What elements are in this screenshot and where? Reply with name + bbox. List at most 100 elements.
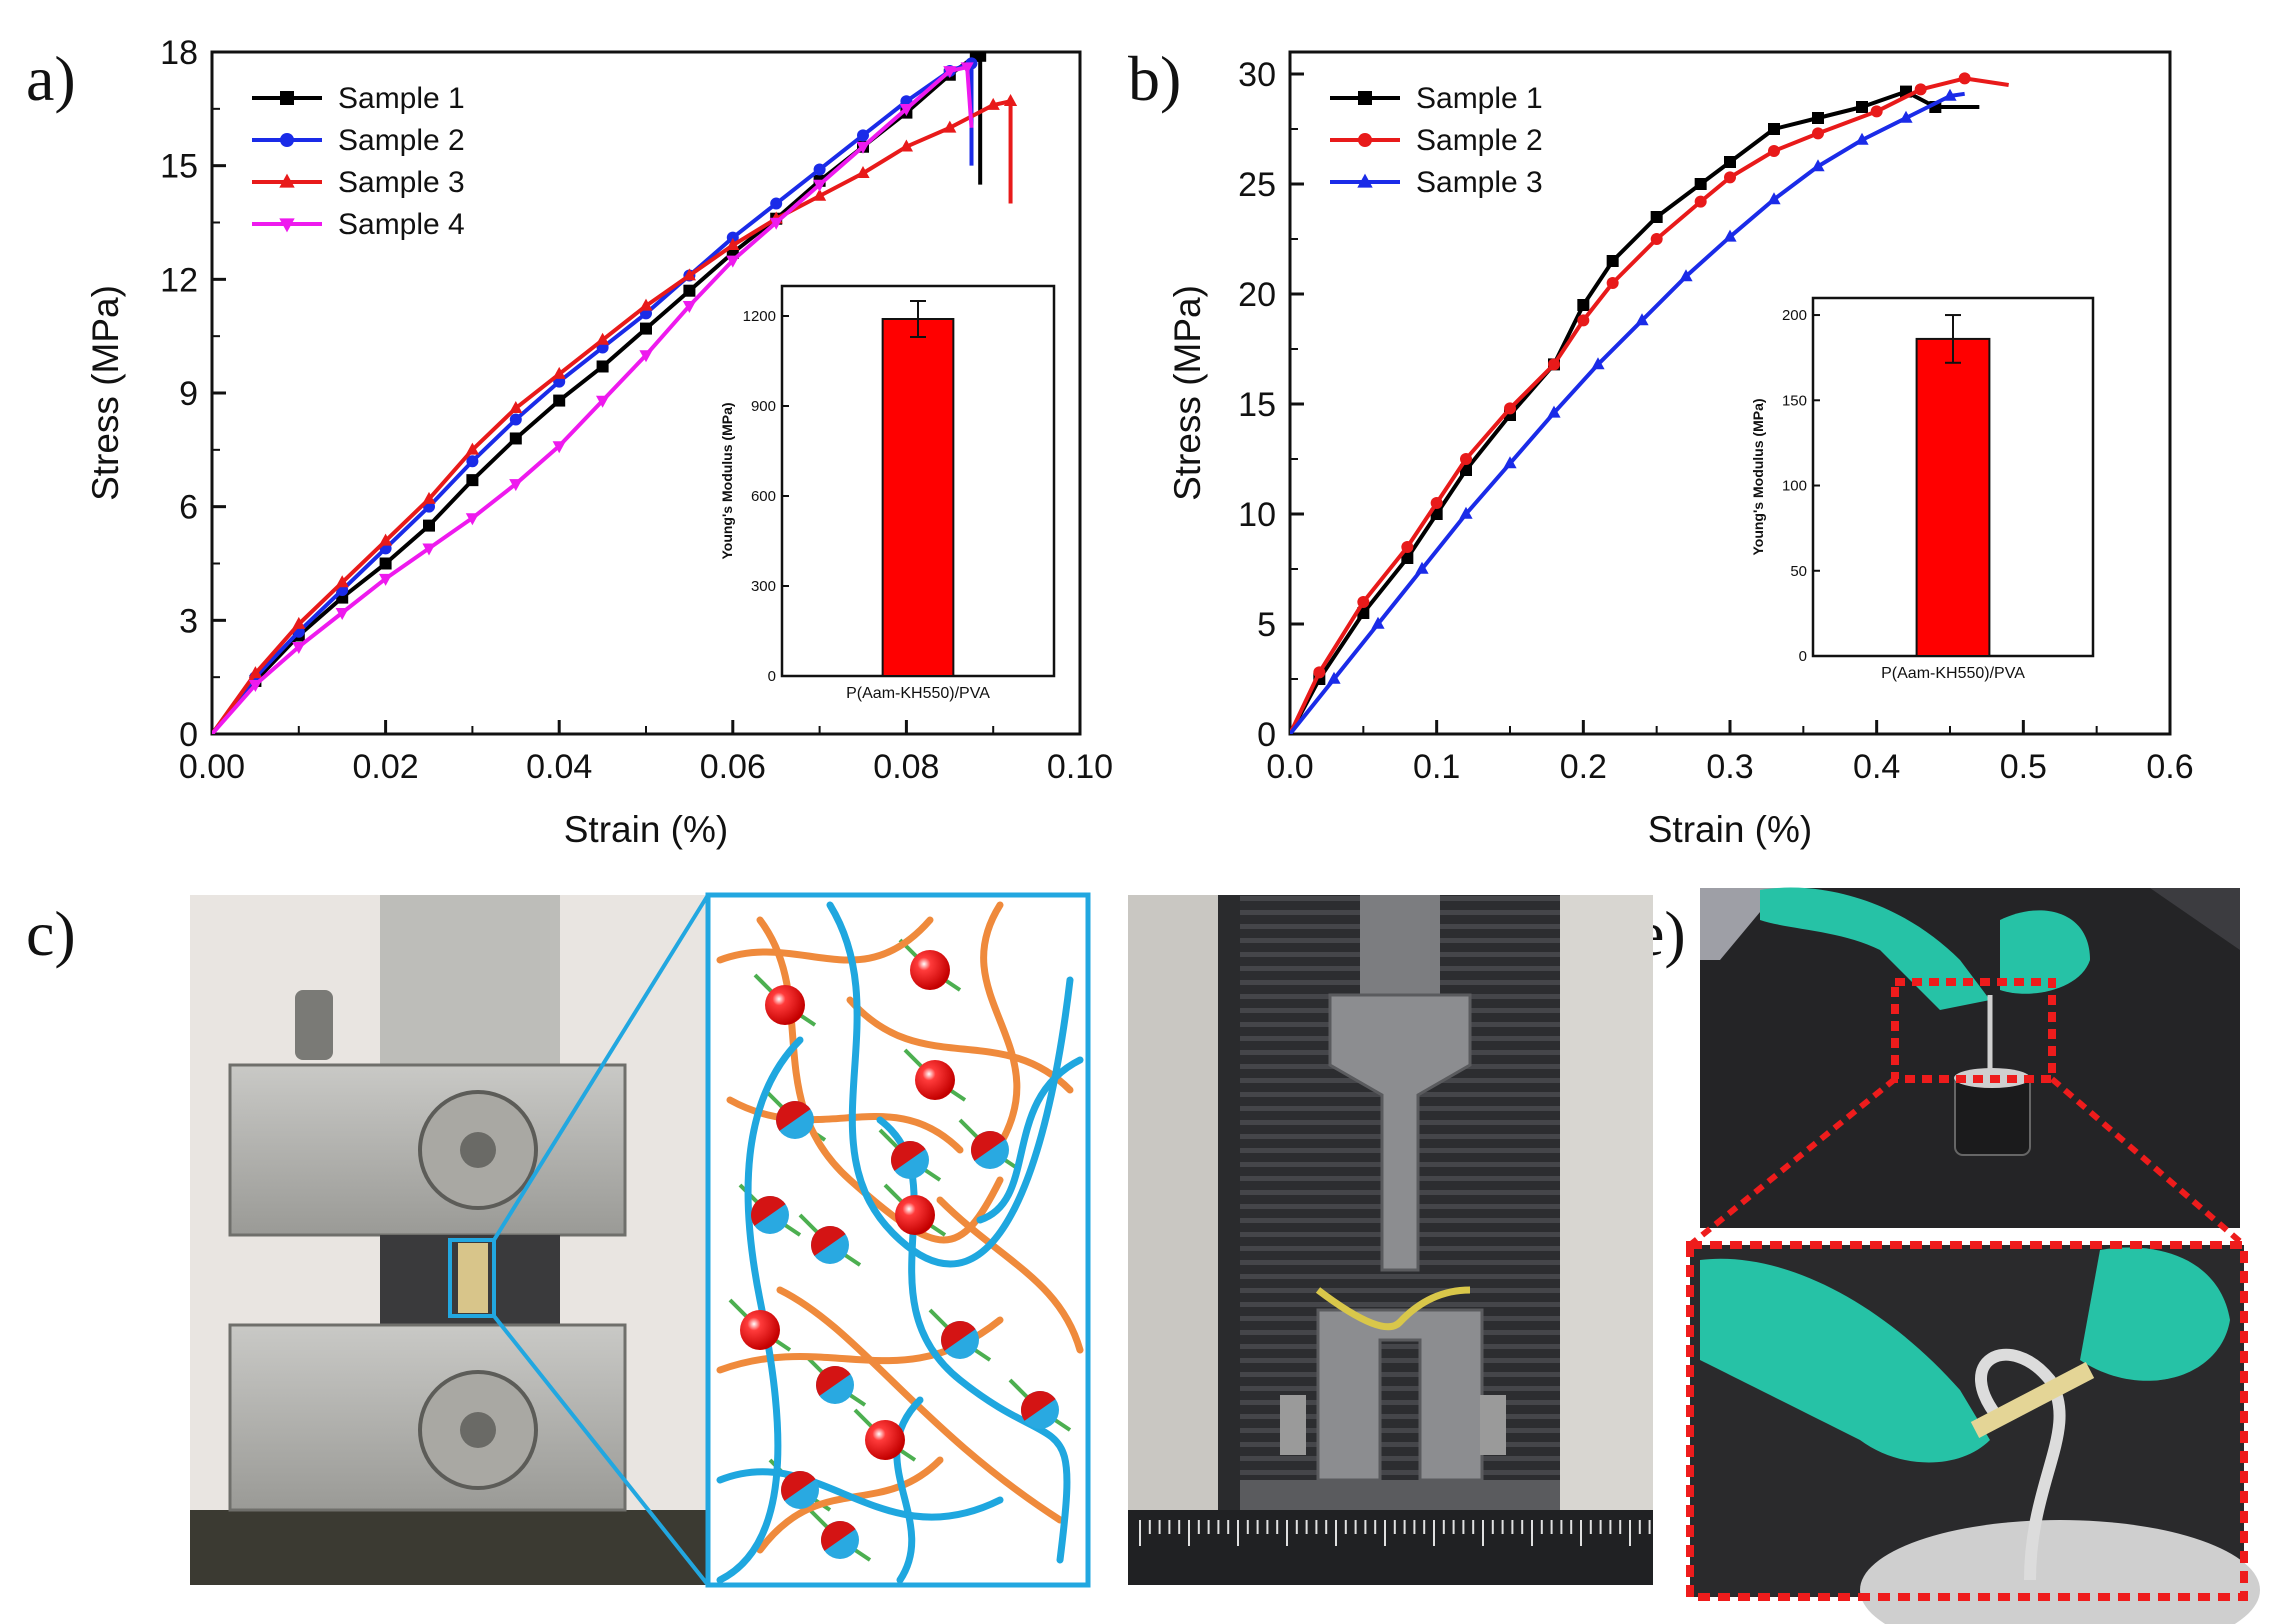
data-point xyxy=(1768,123,1780,135)
zoom-line-right xyxy=(2050,1076,2246,1248)
polymer-chain xyxy=(980,901,1021,1164)
data-point xyxy=(1503,456,1517,469)
data-point xyxy=(248,679,262,692)
janus-particle xyxy=(891,1141,929,1179)
wall-left xyxy=(1128,895,1218,1585)
x-tick-label: 0.10 xyxy=(1047,748,1113,786)
data-point xyxy=(1430,497,1443,509)
y-tick-label: 0 xyxy=(1257,716,1276,754)
data-point xyxy=(856,141,870,154)
x-tick-label: 0.5 xyxy=(2000,748,2047,786)
x-tick-label: 0.08 xyxy=(873,748,939,786)
data-point xyxy=(248,666,262,679)
data-point xyxy=(1811,159,1825,172)
data-point xyxy=(509,432,522,445)
data-point xyxy=(1694,195,1707,208)
data-point xyxy=(640,322,652,335)
inset-bar xyxy=(1915,337,1991,657)
data-point xyxy=(639,350,653,363)
fixture-bolt-left xyxy=(1280,1395,1306,1455)
data-point xyxy=(552,441,566,454)
data-point xyxy=(857,129,869,142)
specimen-strip-e xyxy=(1970,1362,2095,1438)
data-point xyxy=(1401,552,1414,564)
polymer-chain xyxy=(716,916,934,964)
pva-chain xyxy=(976,1056,1084,1224)
data-point xyxy=(553,394,566,407)
data-point xyxy=(1812,127,1824,140)
data-point xyxy=(423,519,435,532)
janus-particle xyxy=(821,1521,859,1559)
data-point xyxy=(1327,671,1341,684)
janus-particle xyxy=(816,1366,854,1404)
panel-label-c: c) xyxy=(26,898,76,969)
data-point xyxy=(899,104,913,117)
x-tick-label: 0.0 xyxy=(1266,748,1313,786)
y-tick-label: 10 xyxy=(1238,496,1276,534)
data-point xyxy=(960,62,974,75)
data-point xyxy=(1855,132,1869,145)
nanoparticle xyxy=(910,950,950,990)
panel-e-photo xyxy=(1686,887,2260,1624)
pva-chain xyxy=(716,1036,804,1584)
data-point xyxy=(943,66,957,79)
y-tick-label: 15 xyxy=(160,148,198,186)
inset-y-tick-label: 0 xyxy=(768,668,776,685)
legend-marker xyxy=(280,133,294,147)
data-point xyxy=(1606,277,1619,289)
zoom-line-left xyxy=(1688,1076,1897,1248)
chart-b: 0.0 0.1 0.2 0.3 0.4 0.5 0.6 0 5 10 15 20 25 30 Strain… xyxy=(1167,50,2194,850)
y-tick-label: 25 xyxy=(1238,166,1276,204)
x-tick-label: 0.06 xyxy=(700,748,766,786)
y-tick-label: 15 xyxy=(1238,386,1276,424)
x-tick-label: 0.6 xyxy=(2146,748,2193,786)
polymer-chain xyxy=(936,1196,1084,1354)
y-tick-label: 3 xyxy=(179,602,198,640)
x-axis-title-b: Strain (%) xyxy=(1648,809,1812,850)
grip-knob xyxy=(295,990,333,1060)
data-point xyxy=(292,616,306,629)
legend-marker xyxy=(1358,91,1372,105)
nanoparticle xyxy=(915,1060,955,1100)
janus-particle xyxy=(971,1131,1009,1169)
legend-label: Sample 4 xyxy=(338,208,465,241)
data-point xyxy=(335,575,349,588)
panel-d-photo xyxy=(1128,895,1653,1585)
inset-category-label: P(Aam-KH550)/PVA xyxy=(846,685,990,702)
network-schematic xyxy=(705,892,1091,1588)
data-point xyxy=(1577,299,1590,311)
y-tick-label: 6 xyxy=(179,489,198,527)
legend-label: Sample 2 xyxy=(338,124,465,157)
data-point xyxy=(1724,171,1736,184)
janus-half-red xyxy=(816,1366,851,1396)
data-point xyxy=(1415,561,1429,574)
data-point xyxy=(466,455,479,468)
nanoparticle xyxy=(740,1310,780,1350)
legend-label: Sample 1 xyxy=(338,82,465,115)
inset-bar xyxy=(881,318,955,677)
data-point xyxy=(1694,178,1707,190)
janus-half-red xyxy=(781,1471,816,1501)
janus-half-red xyxy=(811,1226,846,1256)
data-point xyxy=(1723,229,1737,242)
data-point xyxy=(974,52,987,62)
wall-right xyxy=(1560,895,1653,1585)
glove-right-top xyxy=(2000,910,2090,994)
data-point xyxy=(1812,112,1824,124)
data-point xyxy=(1459,506,1473,519)
inset-y-tick-label: 100 xyxy=(1782,478,1807,495)
series-line-sample-4 xyxy=(212,65,974,734)
data-point xyxy=(726,238,740,251)
fixture-bolt-right xyxy=(1480,1395,1506,1455)
data-point xyxy=(899,139,913,152)
data-point xyxy=(1577,314,1590,327)
y-tick-label: 5 xyxy=(1257,606,1276,644)
data-point xyxy=(1679,269,1693,282)
data-point xyxy=(726,255,740,268)
janus-particle xyxy=(1021,1391,1059,1429)
janus-half-red xyxy=(891,1141,926,1171)
data-point xyxy=(552,366,566,379)
janus-particle xyxy=(776,1101,814,1139)
y-tick-label: 12 xyxy=(160,261,198,299)
